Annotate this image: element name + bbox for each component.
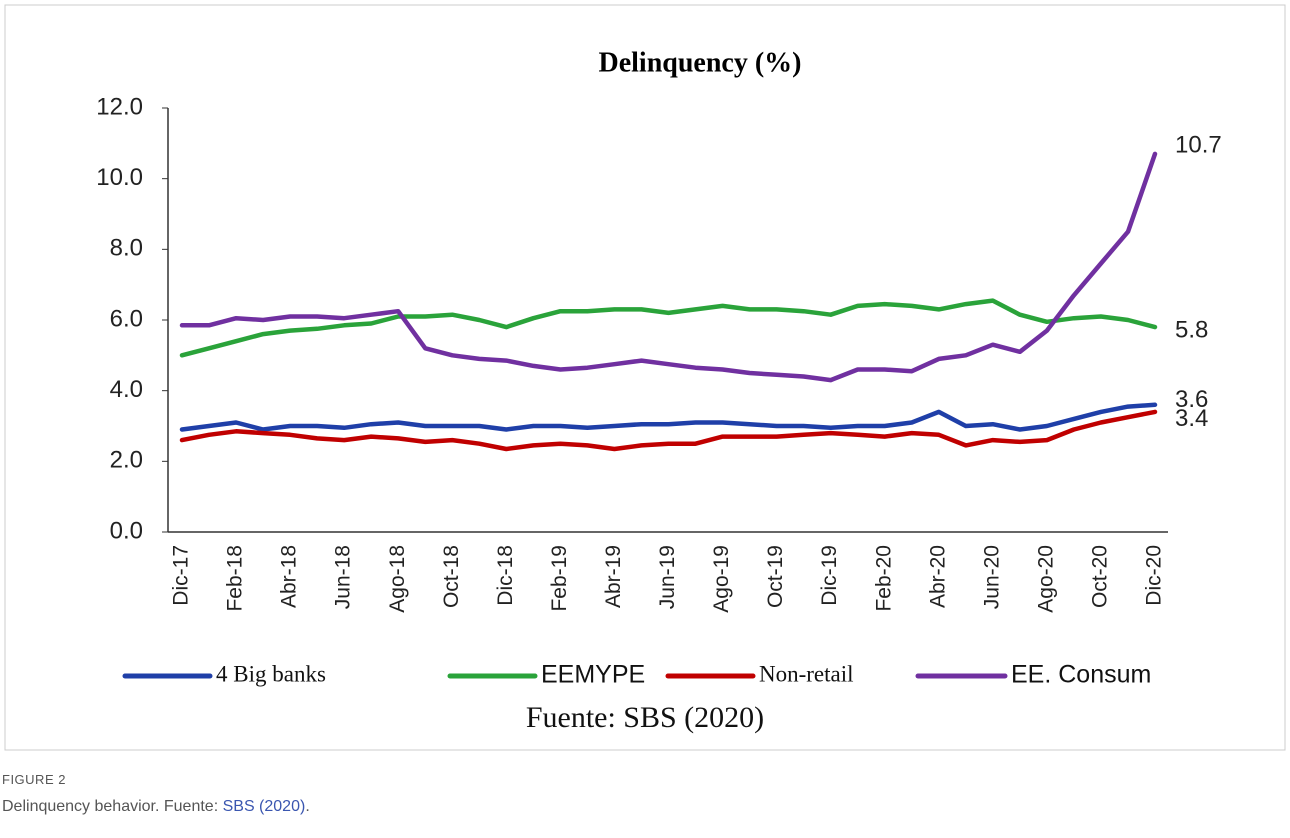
x-tick-label: Feb-20 xyxy=(872,545,895,612)
x-tick-label: Dic-20 xyxy=(1143,545,1166,606)
source: Fuente: SBS (2020) xyxy=(526,701,764,734)
series-line xyxy=(179,151,1158,383)
end-label: 3.4 xyxy=(1175,405,1208,432)
y-tick-label: 4.0 xyxy=(110,376,143,403)
end-label: 10.7 xyxy=(1175,131,1222,158)
y-tick-label: 8.0 xyxy=(110,235,143,262)
y-tick-label: 12.0 xyxy=(96,93,143,120)
legend-label: EEMYPE xyxy=(541,661,645,689)
x-tick-label: Oct-18 xyxy=(440,545,463,608)
legend-label: EE. Consum xyxy=(1011,661,1151,689)
x-tick-label: Jun-20 xyxy=(980,545,1003,609)
y-tick-label: 10.0 xyxy=(96,164,143,191)
x-tick-label: Dic-19 xyxy=(818,545,841,606)
end-label: 3.6 xyxy=(1175,386,1208,413)
x-tick-label: Ago-20 xyxy=(1034,545,1057,613)
series-line xyxy=(179,409,1158,452)
x-tick-label: Ago-19 xyxy=(710,545,733,613)
y-tick-label: 6.0 xyxy=(110,305,143,332)
frame xyxy=(4,4,1286,751)
end-label: 5.8 xyxy=(1175,316,1208,343)
x-tick-label: Feb-18 xyxy=(224,545,247,612)
caption-end: . xyxy=(305,798,310,815)
chart-title: Delinquency (%) xyxy=(599,47,802,78)
series-line xyxy=(179,298,1158,358)
x-tick-label: Abr-19 xyxy=(602,545,625,608)
series-line xyxy=(179,402,1158,432)
caption-text: Delinquency behavior. Fuente: xyxy=(2,798,223,815)
x-tick-label: Ago-18 xyxy=(386,545,409,613)
caption: Delinquency behavior. Fuente: SBS (2020)… xyxy=(2,798,310,816)
x-tick-label: Jun-19 xyxy=(656,545,679,609)
x-tick-label: Dic-18 xyxy=(494,545,517,606)
x-tick-label: Abr-18 xyxy=(278,545,301,608)
caption-link[interactable]: SBS (2020) xyxy=(222,798,306,815)
x-tick-label: Feb-19 xyxy=(548,545,571,612)
x-tick-label: Oct-20 xyxy=(1088,545,1111,608)
x-tick-label: Oct-19 xyxy=(764,545,787,608)
y-tick-label: 2.0 xyxy=(110,447,143,474)
figure-label: FIGURE 2 xyxy=(2,772,66,787)
x-tick-label: Abr-20 xyxy=(926,545,949,608)
x-tick-label: Dic-17 xyxy=(170,545,193,606)
y-tick-label: 0.0 xyxy=(110,517,143,544)
x-tick-label: Jun-18 xyxy=(332,545,355,609)
legend-label: 4 Big banks xyxy=(216,661,326,686)
chart: Delinquency (%) Fuente: SBS (2020) 0.0 2.… xyxy=(4,4,1286,751)
legend-label: Non-retail xyxy=(759,661,854,686)
